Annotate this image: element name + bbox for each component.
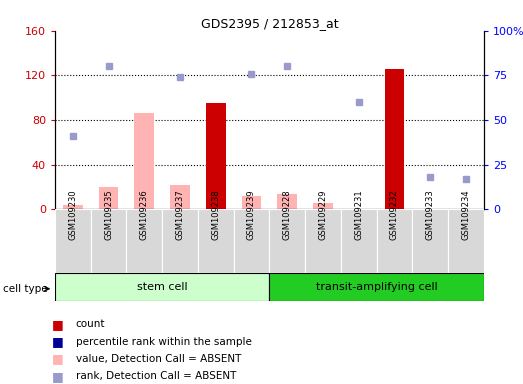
Bar [377, 209, 412, 273]
Text: rank, Detection Call = ABSENT: rank, Detection Call = ABSENT [76, 371, 236, 381]
Text: GSM109228: GSM109228 [283, 189, 292, 240]
Text: GSM109234: GSM109234 [461, 189, 470, 240]
Text: GSM109231: GSM109231 [354, 189, 363, 240]
Bar [55, 273, 269, 301]
Bar [127, 209, 162, 273]
Bar [134, 113, 154, 209]
Bar [305, 209, 341, 273]
Bar [162, 209, 198, 273]
Text: cell type: cell type [3, 284, 47, 294]
Text: GSM109235: GSM109235 [104, 189, 113, 240]
Bar [170, 185, 190, 209]
Bar [448, 209, 484, 273]
Bar [63, 205, 83, 209]
Bar [234, 209, 269, 273]
Bar [90, 209, 127, 273]
Text: transit-amplifying cell: transit-amplifying cell [316, 282, 437, 292]
Text: GSM109230: GSM109230 [69, 189, 77, 240]
Bar [55, 209, 90, 273]
Text: ■: ■ [52, 370, 64, 383]
Text: GSM109233: GSM109233 [426, 189, 435, 240]
Title: GDS2395 / 212853_at: GDS2395 / 212853_at [200, 17, 338, 30]
Text: GSM109238: GSM109238 [211, 189, 220, 240]
Bar [277, 194, 297, 209]
Bar [313, 203, 333, 209]
Text: GSM109229: GSM109229 [319, 189, 327, 240]
Text: count: count [76, 319, 105, 329]
Bar [242, 196, 262, 209]
Text: ■: ■ [52, 335, 64, 348]
Text: ■: ■ [52, 353, 64, 366]
Bar [412, 209, 448, 273]
Bar [341, 209, 377, 273]
Text: ■: ■ [52, 318, 64, 331]
Text: GSM109239: GSM109239 [247, 189, 256, 240]
Bar [269, 209, 305, 273]
Bar [99, 187, 118, 209]
Text: GSM109237: GSM109237 [176, 189, 185, 240]
Bar [206, 103, 225, 209]
Bar [198, 209, 234, 273]
Bar [384, 69, 404, 209]
Text: percentile rank within the sample: percentile rank within the sample [76, 337, 252, 347]
Bar [269, 273, 484, 301]
Text: GSM109236: GSM109236 [140, 189, 149, 240]
Text: GSM109232: GSM109232 [390, 189, 399, 240]
Text: value, Detection Call = ABSENT: value, Detection Call = ABSENT [76, 354, 241, 364]
Text: stem cell: stem cell [137, 282, 187, 292]
